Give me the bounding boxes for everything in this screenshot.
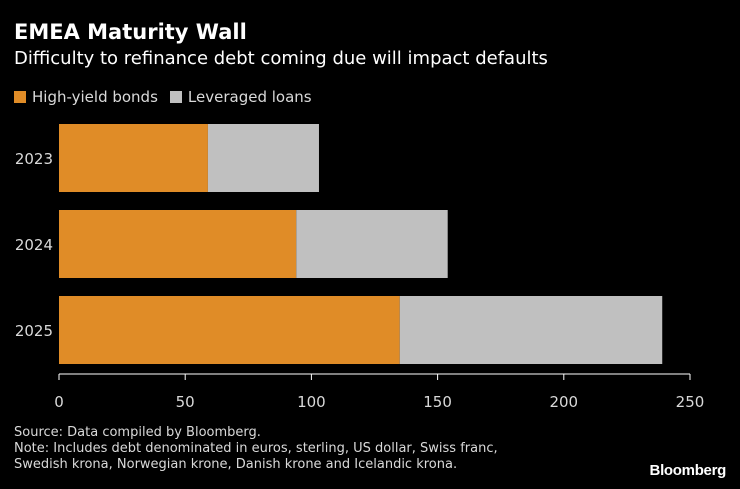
legend-swatch-leveraged	[169, 91, 182, 103]
x-tick-label-50: 50	[176, 393, 195, 411]
y-tick-label-2024: 2024	[15, 236, 53, 254]
y-tick-label-2023: 2023	[15, 150, 53, 168]
legend-label-high-yield: High-yield bonds	[32, 88, 158, 106]
bar-2024-high-yield	[59, 210, 297, 278]
bar-2023-leveraged	[207, 124, 319, 192]
x-tick-label-250: 250	[676, 393, 705, 411]
footnote: Source: Data compiled by Bloomberg. Note…	[14, 425, 498, 473]
note-line-1: Note: Includes debt denominated in euros…	[14, 441, 498, 456]
legend-item-high-yield: High-yield bonds	[14, 88, 158, 106]
x-tick-label-200: 200	[549, 393, 578, 411]
legend-label-leveraged: Leveraged loans	[187, 88, 312, 106]
x-tick-label-150: 150	[423, 393, 452, 411]
legend-item-leveraged: Leveraged loans	[169, 88, 312, 106]
note-line-2: Swedish krona, Norwegian krone, Danish k…	[14, 457, 458, 472]
legend-swatch-high-yield	[14, 91, 26, 103]
x-tick-label-0: 0	[54, 393, 64, 411]
legend: High-yield bonds Leveraged loans	[14, 88, 324, 106]
bar-2024-leveraged	[296, 210, 448, 278]
bar-chart: 2023 2024 2025 0 50 100 150 200 250	[15, 124, 705, 411]
bar-2023-high-yield	[59, 124, 208, 192]
bar-2025-leveraged	[399, 296, 663, 364]
bloomberg-logo: Bloomberg	[649, 462, 727, 479]
chart-title: EMEA Maturity Wall	[14, 20, 247, 44]
chart-subtitle: Difficulty to refinance debt coming due …	[14, 48, 548, 69]
y-tick-label-2025: 2025	[15, 322, 53, 340]
x-tick-label-100: 100	[297, 393, 326, 411]
source-text: Source: Data compiled by Bloomberg.	[14, 425, 261, 440]
bar-2025-high-yield	[59, 296, 400, 364]
